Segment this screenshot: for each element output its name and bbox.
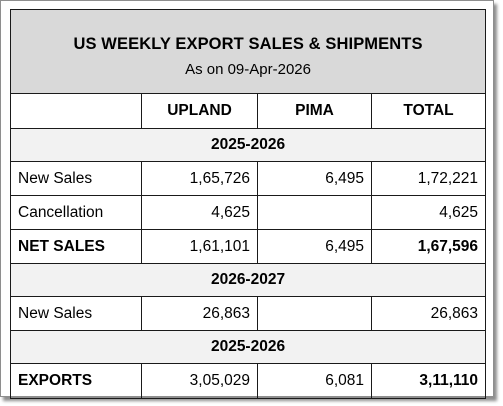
title-cell: US WEEKLY EXPORT SALES & SHIPMENTS As on… <box>9 9 487 94</box>
column-header-pima: PIMA <box>257 93 372 129</box>
title-row: US WEEKLY EXPORT SALES & SHIPMENTS As on… <box>9 9 487 94</box>
pima-value <box>257 296 372 331</box>
column-header-row: UPLAND PIMA TOTAL <box>10 93 487 129</box>
total-value: 1,67,596 <box>370 229 487 264</box>
table-row: New Sales 26,863 26,863 <box>10 296 487 331</box>
section-header-row: 2025-2026 <box>9 330 487 364</box>
pima-value: 6,495 <box>257 229 372 264</box>
table-row: Cancellation 4,625 4,625 <box>10 195 487 230</box>
upland-value: 26,863 <box>141 296 258 331</box>
row-label: New Sales <box>10 161 142 196</box>
column-header-total: TOTAL <box>370 93 487 129</box>
report-frame: US WEEKLY EXPORT SALES & SHIPMENTS As on… <box>0 0 494 399</box>
total-value: 3,11,110 <box>370 363 487 399</box>
section-heading: 2025-2026 <box>9 330 487 364</box>
section-header-row: 2026-2027 <box>9 263 487 297</box>
total-value: 1,72,221 <box>370 161 487 196</box>
column-header-blank <box>10 93 142 129</box>
total-value: 26,863 <box>370 296 487 331</box>
report-title: US WEEKLY EXPORT SALES & SHIPMENTS <box>73 35 423 53</box>
table-row: New Sales 1,65,726 6,495 1,72,221 <box>10 161 487 196</box>
pima-value <box>257 195 372 230</box>
table-row: NET SALES 1,61,101 6,495 1,67,596 <box>10 229 487 264</box>
upland-value: 1,65,726 <box>141 161 258 196</box>
row-label: New Sales <box>10 296 142 331</box>
total-value: 4,625 <box>370 195 487 230</box>
upland-value: 3,05,029 <box>141 363 258 399</box>
section-heading: 2026-2027 <box>9 263 487 297</box>
row-label: NET SALES <box>10 229 142 264</box>
row-label: EXPORTS <box>10 363 142 399</box>
upland-value: 4,625 <box>141 195 258 230</box>
table-row: EXPORTS 3,05,029 6,081 3,11,110 <box>10 363 487 399</box>
pima-value: 6,495 <box>257 161 372 196</box>
section-header-row: 2025-2026 <box>9 128 487 162</box>
report-date: As on 09-Apr-2026 <box>185 61 311 78</box>
column-header-upland: UPLAND <box>141 93 258 129</box>
section-heading: 2025-2026 <box>9 128 487 162</box>
row-label: Cancellation <box>10 195 142 230</box>
export-sales-table: US WEEKLY EXPORT SALES & SHIPMENTS As on… <box>9 9 487 399</box>
pima-value: 6,081 <box>257 363 372 399</box>
upland-value: 1,61,101 <box>141 229 258 264</box>
